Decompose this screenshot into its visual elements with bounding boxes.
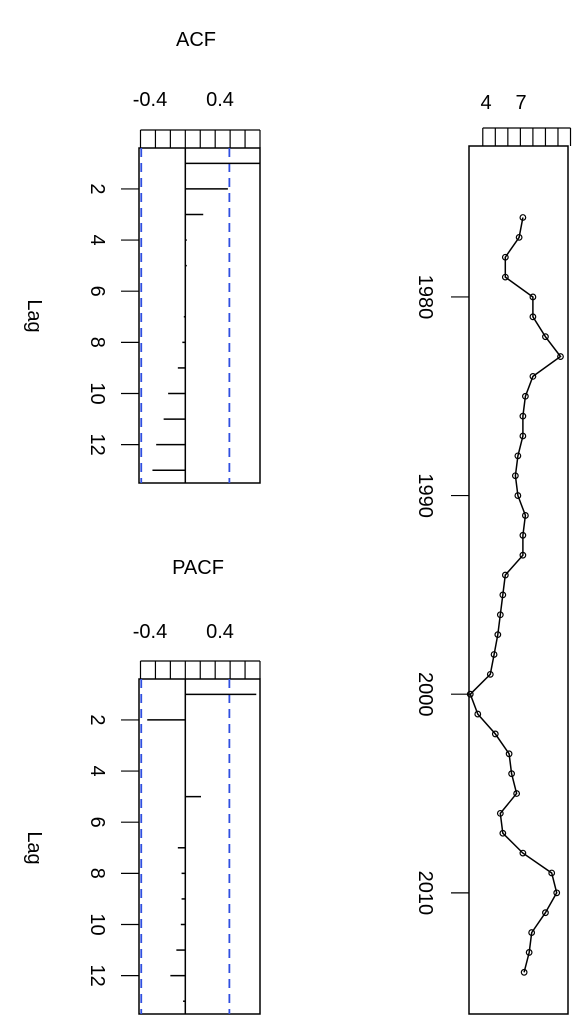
series-xtick-label: 7 [515,92,526,114]
series-point [513,790,521,797]
series-point [501,571,509,579]
series-point [486,670,494,678]
acf-plot-frame [138,147,261,484]
series-point [519,412,527,420]
pacf-xtick-label: -0.4 [133,621,167,643]
series-point [501,273,509,281]
acf-y-tick-label: 8 [86,337,108,348]
pacf-marks: 2 4 6 8 10 12 [86,660,261,1014]
series-point [519,432,527,440]
series-xtick-label: 4 [480,92,491,114]
series-y-tick-label: 1990 [414,473,436,517]
series-point [525,949,533,956]
acf-y-tick-label: 2 [86,183,108,194]
pacf-y-tick-label: 10 [86,913,108,935]
pacf-panel: PACF Lag -0.4 0.4 2 4 6 8 10 12 [23,557,261,1015]
series-point [505,750,513,758]
acf-panel: ACF Lag -0.4 0.4 2 4 6 8 10 12 [23,29,261,484]
acf-y-tick-label: 12 [86,434,108,456]
acf-xtick-label: -0.4 [133,89,167,111]
series-point [529,293,537,301]
pacf-y-tick-label: 8 [86,868,108,879]
series-point [553,889,561,897]
pacf-title: PACF [172,557,224,579]
series-point [521,392,529,400]
acf-y-tick-label: 4 [86,234,108,245]
series-point [491,730,499,738]
pacf-y-tick-label: 4 [86,765,108,776]
series-point [514,452,522,460]
series-point [519,214,527,221]
pacf-y-tick-label: 6 [86,817,108,828]
pacf-y-tick-label: 2 [86,714,108,725]
series-point [515,233,523,241]
series-point [494,631,502,639]
acf-y-tick-label: 10 [86,382,108,404]
series-point [501,253,509,261]
series-point [542,333,549,341]
acf-title: ACF [176,29,216,51]
acf-xtick-label: 0.4 [206,89,234,111]
series-point [499,829,507,837]
series-y-tick-label: 2010 [414,871,436,916]
acf-ylabel: Lag [23,299,45,332]
series-point [521,512,529,519]
series-point [529,313,537,321]
series-point [528,929,536,936]
series-point [548,869,556,877]
acf-marks: 2 4 6 8 10 12 [86,129,261,483]
series-point [519,531,527,539]
acf-y-tick-label: 6 [86,286,108,297]
pacf-xtick-label: 0.4 [206,621,234,643]
series-point [466,690,474,698]
series-plot-frame [468,145,569,1015]
pacf-y-tick-label: 12 [86,965,108,987]
series-point [520,968,528,976]
pacf-ylabel: Lag [23,831,45,864]
series-point [519,551,527,559]
series-point [474,710,482,718]
series-y-tick-label: 2000 [414,672,436,717]
series-point [529,373,537,380]
series-point [490,651,498,658]
series-point [508,770,516,778]
series-line [469,217,562,973]
series-point [496,809,504,817]
series-y-tick-label: 1980 [414,275,436,320]
pacf-plot-frame [138,678,261,1015]
series-point [519,849,527,857]
series-point [496,611,504,619]
series-point [499,591,507,599]
series-point [542,909,549,917]
series-point [514,492,522,499]
series-panel: 4 7 1980 1990 2000 2010 [414,92,572,1015]
series-point [557,353,564,360]
series-marks: 1980 1990 2000 2010 [414,127,572,976]
series-point [511,472,519,480]
